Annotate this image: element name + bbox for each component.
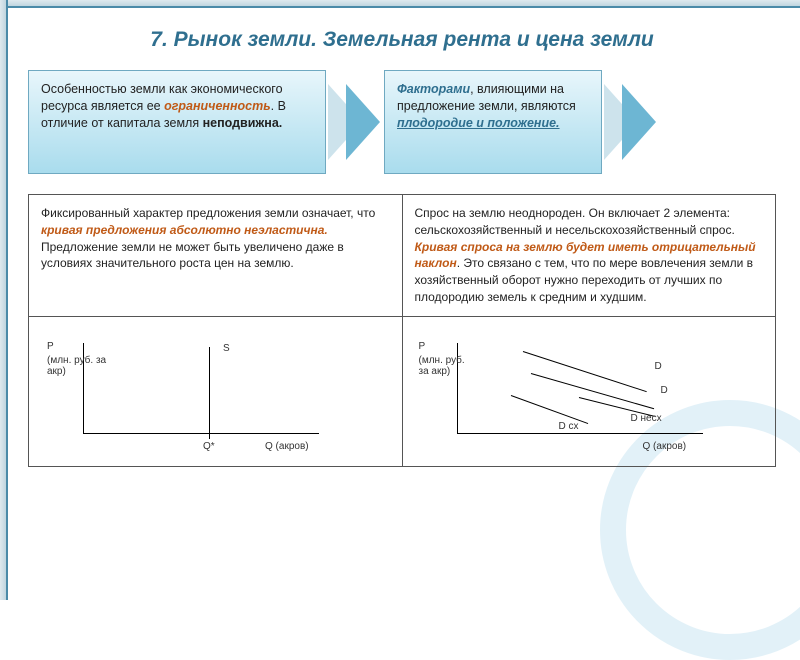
p-unit-label: (млн. руб. за акр) <box>47 355 107 377</box>
slide-frame-top <box>0 0 800 8</box>
callout-factors: Факторами, влияющими на предложение земл… <box>384 70 602 174</box>
cellA-hl: кривая предложения абсолютно неэластична… <box>41 223 328 237</box>
callout-row: Особенностью земли как экономического ре… <box>28 70 776 178</box>
chevron-icon <box>346 84 380 160</box>
d-label: D <box>655 361 662 372</box>
q-axis-label: Q (акров) <box>643 441 687 452</box>
table-row: Фиксированный характер предложения земли… <box>29 195 776 317</box>
tick-qstar <box>209 433 210 439</box>
main-table: Фиксированный характер предложения земли… <box>28 194 776 467</box>
page-title: 7. Рынок земли. Земельная рента и цена з… <box>28 28 776 52</box>
cellB-pre: Спрос на землю неоднороден. Он включает … <box>415 206 735 237</box>
demand-line <box>522 351 646 392</box>
cell-supply-text: Фиксированный характер предложения земли… <box>29 195 403 317</box>
callout1-hl1: ограниченность <box>164 99 271 113</box>
dsx-label: D сх <box>559 421 579 432</box>
callout2-w1: Факторами <box>397 82 470 96</box>
slide-frame-left <box>0 0 8 600</box>
callout1-hl2: неподвижна. <box>203 116 283 130</box>
demand-line <box>510 395 587 424</box>
callout-feature: Особенностью земли как экономического ре… <box>28 70 326 174</box>
cellB-post: . Это связано с тем, что по мере вовлече… <box>415 256 754 304</box>
qstar-label: Q* <box>203 441 215 452</box>
cellA-post: Предложение земли не может быть увеличен… <box>41 240 344 271</box>
supply-line <box>209 347 210 433</box>
axis-x <box>457 433 703 434</box>
p-label: P <box>47 341 54 352</box>
table-row: P (млн. руб. за акр) S Q* Q (акров) P (млн. р… <box>29 316 776 466</box>
q-axis-label: Q (акров) <box>265 441 309 452</box>
p-unit-label: (млн. руб. за акр) <box>419 355 471 377</box>
slide-content: 7. Рынок земли. Земельная рента и цена з… <box>28 28 776 467</box>
d1-label: D <box>661 385 668 396</box>
axis-x <box>83 433 319 434</box>
dnesx-label: D несх <box>631 413 662 424</box>
p-label: P <box>419 341 426 352</box>
cellA-pre: Фиксированный характер предложения земли… <box>41 206 375 220</box>
demand-line <box>530 373 653 409</box>
cell-demand-text: Спрос на землю неоднороден. Он включает … <box>402 195 776 317</box>
callout2-w2: плодородие и положение. <box>397 116 560 130</box>
cell-supply-chart: P (млн. руб. за акр) S Q* Q (акров) <box>29 316 403 466</box>
s-label: S <box>223 343 230 354</box>
chevron-icon <box>622 84 656 160</box>
cell-demand-chart: P (млн. руб. за акр) Q (акров) D D D сх D несх <box>402 316 776 466</box>
